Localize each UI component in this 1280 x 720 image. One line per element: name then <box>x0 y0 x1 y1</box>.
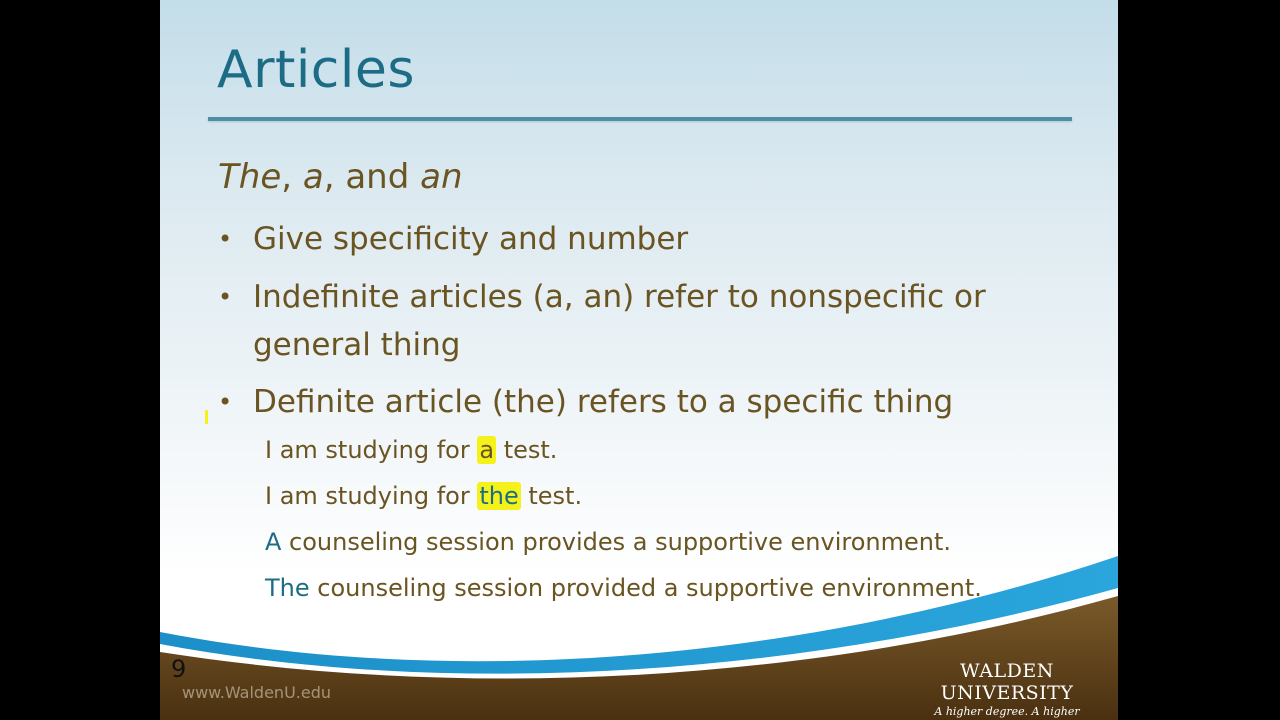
university-logo: WALDEN UNIVERSITY A higher degree. A hig… <box>912 660 1102 720</box>
subtitle-an: an <box>420 157 463 197</box>
bullet-text: Indefinite articles (a, an) refer to non… <box>253 279 986 363</box>
university-tagline: A higher degree. A higher purpose. <box>934 705 1080 720</box>
example-post: test. <box>520 482 583 510</box>
example-sentence: The counseling session provided a suppor… <box>265 574 982 602</box>
subtitle-the: The <box>218 157 282 197</box>
bullet-icon: • <box>218 388 233 416</box>
subtitle-a: a <box>302 157 324 197</box>
slide: Articles The, a, and an • Give specifici… <box>160 0 1118 720</box>
footer-wave <box>160 556 1118 720</box>
slide-title: Articles <box>217 40 415 100</box>
example-sentence: A counseling session provides a supporti… <box>265 528 951 556</box>
highlighted-article: a <box>477 436 497 464</box>
slide-subtitle: The, a, and an <box>218 157 463 197</box>
highlighted-article: the <box>477 482 521 510</box>
title-divider <box>208 117 1072 121</box>
example-sentence: I am studying for the test. <box>265 482 582 510</box>
bullet-text: Definite article (the) refers to a speci… <box>253 384 954 420</box>
website-url: www.WaldenU.edu <box>182 683 331 702</box>
bullet-icon: • <box>218 225 233 253</box>
example-sentence: I am studying for a test. <box>265 436 557 464</box>
example-post: counseling session provides a supportive… <box>281 528 951 556</box>
example-pre: I am studying for <box>265 436 478 464</box>
example-post: test. <box>496 436 558 464</box>
article-word: A <box>265 528 282 556</box>
example-pre: I am studying for <box>265 482 478 510</box>
subtitle-sep1: , <box>281 157 303 197</box>
slide-number: 9 <box>171 655 187 683</box>
subtitle-sep2: , and <box>323 157 421 197</box>
bullet-text: Give specificity and number <box>253 221 689 257</box>
university-name: WALDEN UNIVERSITY <box>940 660 1074 704</box>
pointer-highlight <box>205 410 208 424</box>
bullet-icon: • <box>218 283 233 311</box>
article-word: The <box>265 574 310 602</box>
example-post: counseling session provided a supportive… <box>309 574 982 602</box>
